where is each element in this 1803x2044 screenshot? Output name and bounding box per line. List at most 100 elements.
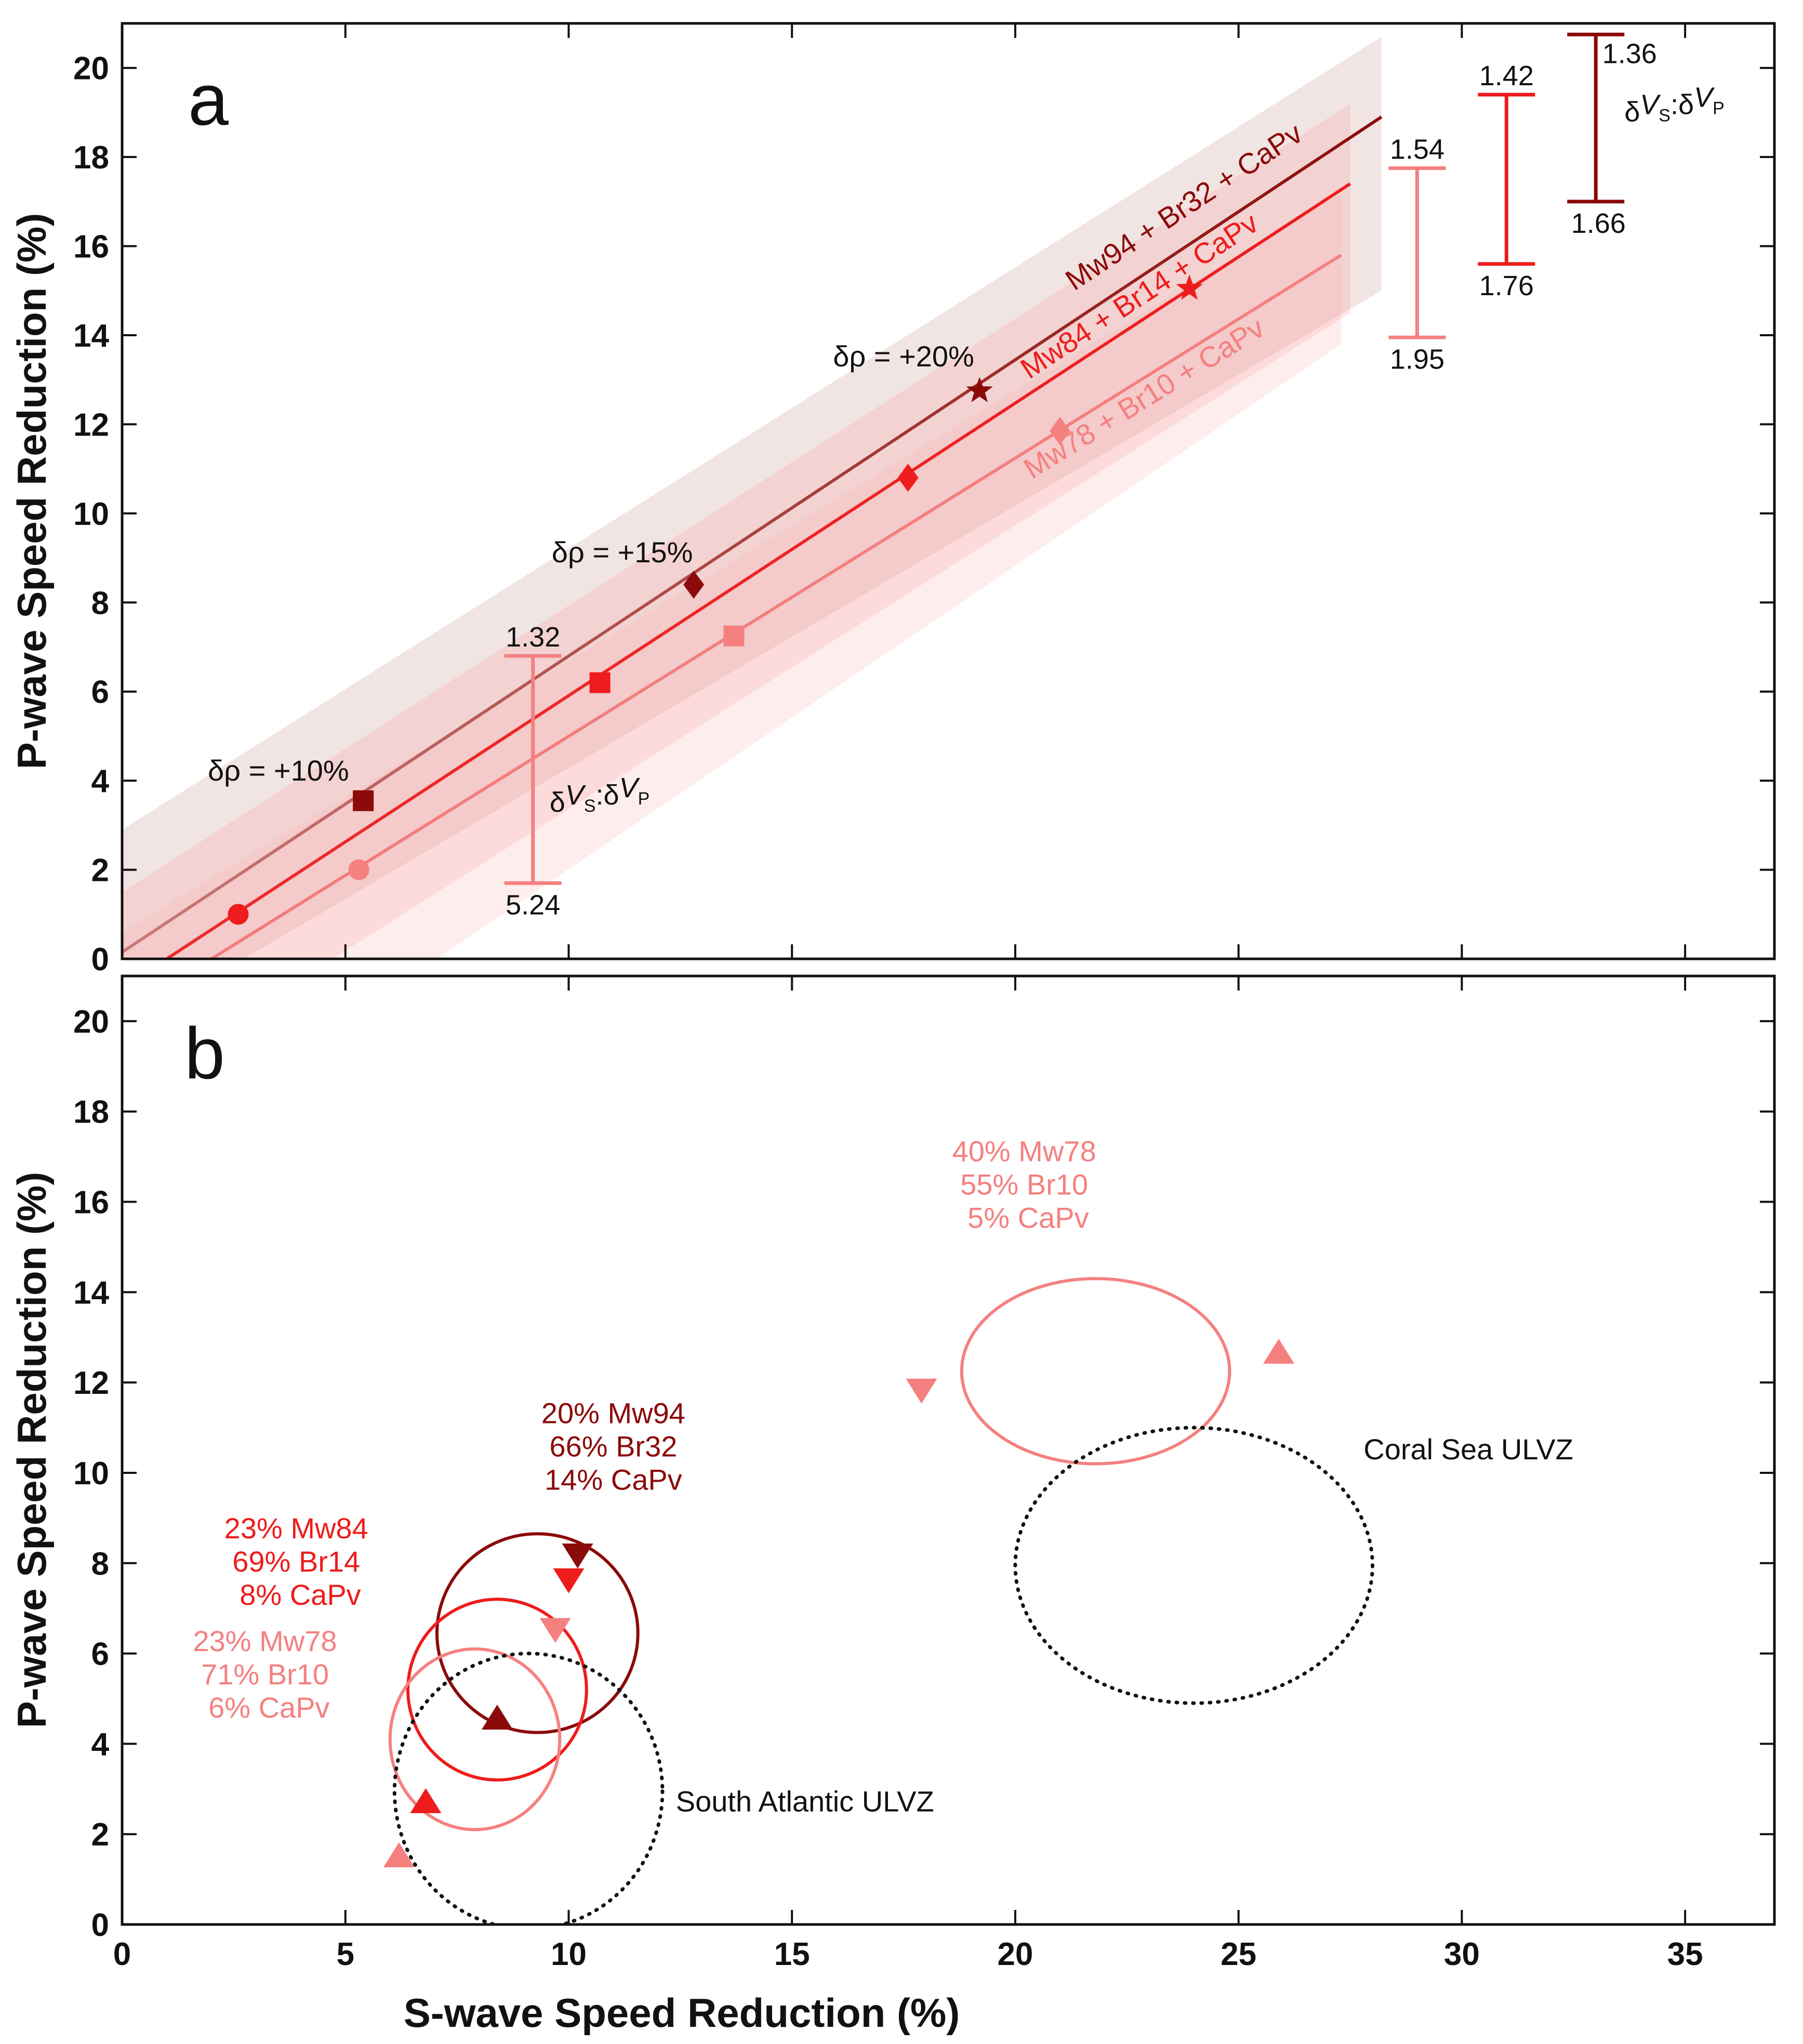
x-tick-label: 25 xyxy=(1221,1936,1256,1972)
diamond-marker xyxy=(683,571,705,599)
composition-label: 20% Mw94 66% Br32 14% CaPv xyxy=(541,1396,685,1496)
y-tick-label: 2 xyxy=(91,1817,109,1853)
panel-a-frame xyxy=(121,22,1776,960)
composition-line: 71% Br10 xyxy=(201,1658,329,1691)
composition-line: 8% CaPv xyxy=(232,1578,361,1611)
panel-b-y-axis-title: P-wave Speed Reduction (%) xyxy=(9,1172,55,1729)
panel-a-letter: a xyxy=(188,59,229,140)
y-tick-label: 0 xyxy=(91,1907,109,1943)
x-tick-label: 5 xyxy=(336,1936,354,1972)
triangle-down-marker xyxy=(906,1378,937,1404)
ratio-bottom-label: 1.76 xyxy=(1479,270,1534,301)
square-marker xyxy=(353,790,374,811)
ratio-label-part: V xyxy=(1694,82,1715,113)
trend-lines xyxy=(122,115,1383,959)
star-marker xyxy=(1176,274,1203,300)
ratio-label-part: δ xyxy=(550,787,565,818)
ratio-top-label: 1.54 xyxy=(1390,134,1444,165)
region-label-south-atlantic: South Atlantic ULVZ xyxy=(676,1785,934,1818)
star-marker xyxy=(966,377,993,402)
y-tick-label: 0 xyxy=(91,942,109,978)
composition-line: 66% Br32 xyxy=(549,1430,677,1462)
diamond-marker xyxy=(897,464,919,492)
composition-line: 14% CaPv xyxy=(545,1463,682,1496)
x-tick-label: 30 xyxy=(1444,1936,1480,1972)
y-tick-label: 8 xyxy=(91,1546,109,1582)
panel-a-y-axis-title: P-wave Speed Reduction (%) xyxy=(9,213,55,770)
y-tick-label: 20 xyxy=(73,51,109,87)
uncertainty-band xyxy=(122,36,1382,959)
composition-line: 6% CaPv xyxy=(201,1691,330,1724)
ratio-label-part: S xyxy=(584,796,596,816)
triangle-up-marker xyxy=(1263,1339,1294,1364)
ratio-top-label: 1.36 xyxy=(1602,38,1657,69)
triangle-down-marker xyxy=(553,1568,585,1593)
trend-line-light xyxy=(210,254,1342,959)
triangle-up-marker xyxy=(383,1842,415,1868)
panel-a: 1.325.24δVS:δVP1.541.951.421.761.361.66δ… xyxy=(9,22,1776,978)
composition-line: 40% Mw78 xyxy=(952,1135,1096,1167)
ratio-label-part: V xyxy=(565,780,587,811)
density-annotations: δρ = +10% δρ = +15% δρ = +20% xyxy=(208,340,974,787)
uncertainty-band xyxy=(122,103,1350,959)
ratio-top-label: 1.32 xyxy=(506,622,560,653)
y-tick-label: 16 xyxy=(73,229,109,265)
y-tick-label: 12 xyxy=(73,407,109,443)
y-tick-label: 10 xyxy=(73,496,109,532)
panel-a-plot-area xyxy=(122,36,1383,959)
triangle-down-marker xyxy=(539,1618,571,1643)
composition-line: 20% Mw94 xyxy=(541,1396,685,1429)
ratio-label-part: V xyxy=(1640,89,1661,121)
ratio-bottom-label: 5.24 xyxy=(506,889,560,920)
triangle-down-marker xyxy=(562,1543,593,1568)
panel-b-frame xyxy=(121,974,1776,1926)
circle-marker xyxy=(228,904,249,925)
ratio-label-part: :δ xyxy=(1671,89,1694,121)
y-tick-label: 2 xyxy=(91,853,109,889)
y-tick-label: 10 xyxy=(73,1456,109,1492)
x-tick-label: 0 xyxy=(113,1936,131,1972)
x-tick-label: 10 xyxy=(551,1936,587,1972)
x-tick-label: 15 xyxy=(774,1936,810,1972)
ellipse-coral-sea-ulvz xyxy=(1013,1426,1374,1705)
ellipse-mw84-mixture xyxy=(406,1598,588,1782)
square-marker xyxy=(589,672,611,693)
ratio-top-label: 1.42 xyxy=(1479,60,1534,91)
uncertainty-band xyxy=(122,192,1342,959)
triangle-up-marker xyxy=(410,1788,442,1813)
diamond-marker xyxy=(1049,417,1070,445)
ratio-label-part: V xyxy=(619,772,641,803)
x-tick-label: 35 xyxy=(1667,1936,1703,1972)
composition-label: 40% Mw78 55% Br10 5% CaPv xyxy=(952,1135,1096,1234)
ellipse-mw94-mixture xyxy=(435,1532,640,1734)
ratio-label-part: P xyxy=(1713,99,1725,118)
ratio-label-part: δ xyxy=(1624,97,1640,128)
y-tick-label: 8 xyxy=(91,585,109,621)
composition-line: 23% Mw78 xyxy=(193,1625,337,1657)
ellipse-south-atlantic-ulvz xyxy=(392,1652,665,1924)
density-annotation: δρ = +15% xyxy=(552,536,693,569)
uncertainty-bands xyxy=(122,36,1382,959)
y-tick-label: 16 xyxy=(73,1185,109,1221)
composition-line: 5% CaPv xyxy=(960,1201,1089,1234)
ratio-bottom-label: 1.66 xyxy=(1571,208,1626,239)
y-tick-label: 12 xyxy=(73,1365,109,1401)
y-tick-label: 14 xyxy=(73,1275,109,1311)
y-tick-label: 6 xyxy=(91,675,109,710)
panel-b-letter: b xyxy=(184,1012,225,1094)
ratio-label: δVS:δVP xyxy=(550,772,650,818)
ratio-bars: 1.325.24δVS:δVP1.541.951.421.761.361.66δ… xyxy=(504,32,1725,920)
y-tick-label: 4 xyxy=(91,1726,110,1762)
y-tick-label: 4 xyxy=(91,763,110,799)
panel-a-ticks: 0 2 4 6 8 10 12 14 16 18 20 xyxy=(73,23,1774,978)
square-marker xyxy=(723,625,745,647)
ellipse-mw78-mixture-low- xyxy=(388,1647,562,1831)
ellipse-mw78-mixture-high- xyxy=(960,1277,1231,1466)
composition-line: 23% Mw84 xyxy=(224,1512,368,1545)
ratio-label-part: P xyxy=(638,789,650,809)
circle-marker xyxy=(348,859,369,880)
panel-b-ticks: 0 5 10 15 20 25 30 35 0 2 4 6 8 10 12 14 16 18 20 xyxy=(73,976,1774,1972)
triangle-up-marker xyxy=(481,1704,513,1730)
x-tick-label: 20 xyxy=(997,1936,1033,1972)
y-tick-label: 14 xyxy=(73,318,109,354)
